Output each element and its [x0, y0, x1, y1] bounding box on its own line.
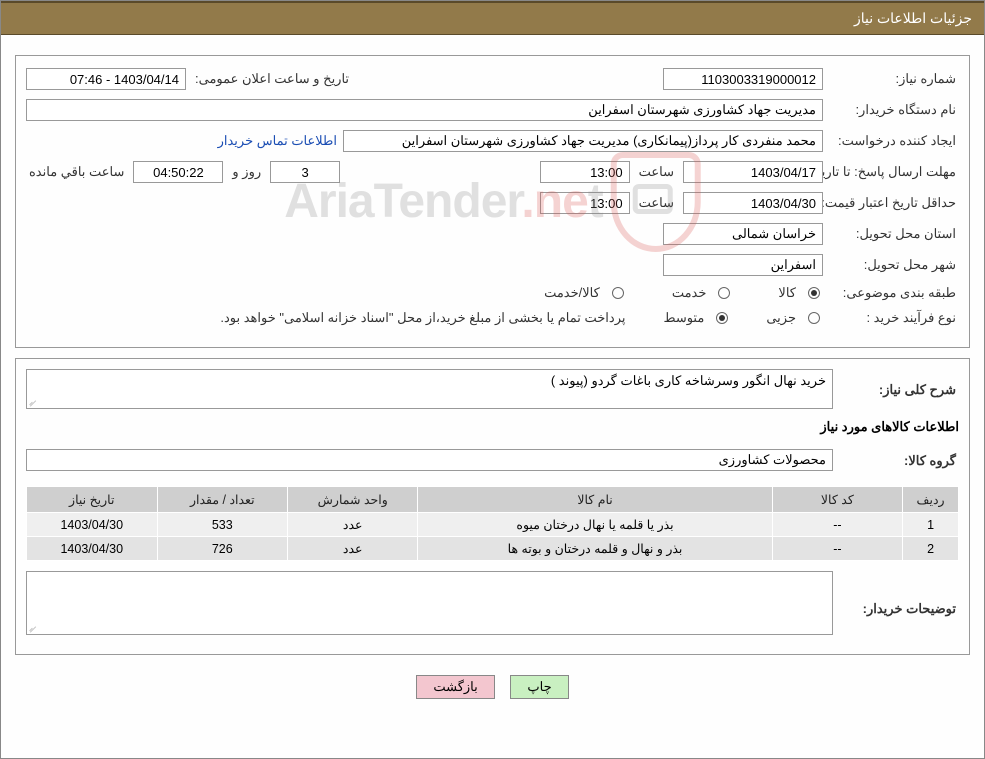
buyer-notes-label: توضیحات خریدار:	[839, 581, 959, 617]
hour-label-2: ساعت	[636, 195, 677, 211]
items-panel: شرح کلی نیاز: خرید نهال انگور وسرشاخه کا…	[15, 358, 970, 655]
days-and-label: روز و	[229, 164, 264, 180]
announce-value: 1403/04/14 - 07:46	[26, 68, 186, 90]
page-title: جزئیات اطلاعات نیاز	[854, 10, 972, 26]
province-label: استان محل تحویل:	[829, 226, 959, 242]
print-button[interactable]: چاپ	[510, 675, 568, 699]
table-cell: --	[772, 537, 902, 561]
table-cell: 726	[157, 537, 287, 561]
radio-service[interactable]	[718, 287, 730, 299]
table-row: 1--بذر یا قلمه یا نهال درختان میوهعدد533…	[27, 513, 959, 537]
validity-time: 13:00	[540, 192, 630, 214]
province-value: خراسان شمالی	[663, 223, 823, 245]
buyer-org-value: مدیریت جهاد کشاورزی شهرستان اسفراین	[26, 99, 823, 121]
table-cell: عدد	[287, 537, 417, 561]
table-cell: 1403/04/30	[27, 537, 158, 561]
validity-date: 1403/04/30	[683, 192, 823, 214]
medium-label: متوسط	[660, 310, 707, 326]
table-header: کد کالا	[772, 487, 902, 513]
resize-handle-icon	[29, 622, 39, 632]
items-info-title: اطلاعات کالاهای مورد نیاز	[26, 419, 959, 435]
table-cell: 1	[903, 513, 959, 537]
goods-group-value: محصولات کشاورزی	[26, 449, 833, 471]
radio-goods-service[interactable]	[612, 287, 624, 299]
table-cell: 2	[903, 537, 959, 561]
table-header: تعداد / مقدار	[157, 487, 287, 513]
general-desc-value: خرید نهال انگور وسرشاخه کاری باغات گردو …	[26, 369, 833, 409]
city-value: اسفراین	[663, 254, 823, 276]
radio-goods[interactable]	[808, 287, 820, 299]
table-header: واحد شمارش	[287, 487, 417, 513]
general-desc-label: شرح کلی نیاز:	[839, 382, 959, 398]
remaining-time: 04:50:22	[133, 161, 223, 183]
buttons-row: چاپ بازگشت	[1, 665, 984, 709]
service-label: خدمت	[669, 285, 710, 301]
table-cell: بذر یا قلمه یا نهال درختان میوه	[418, 513, 772, 537]
hour-label-1: ساعت	[636, 164, 677, 180]
buyer-contact-link[interactable]: اطلاعات تماس خریدار	[218, 133, 337, 149]
radio-minor[interactable]	[808, 312, 820, 324]
payment-note: پرداخت تمام یا بخشی از مبلغ خرید،از محل …	[217, 310, 628, 326]
table-row: 2--بذر و نهال و قلمه درختان و بوته هاعدد…	[27, 537, 959, 561]
requester-label: ایجاد کننده درخواست:	[829, 133, 959, 149]
table-header: تاریخ نیاز	[27, 487, 158, 513]
need-no-label: شماره نیاز:	[829, 71, 959, 87]
items-table: ردیفکد کالانام کالاواحد شمارشتعداد / مقد…	[26, 486, 959, 561]
details-panel: AriaTender.net شماره نیاز: 1103003319000…	[15, 55, 970, 348]
deadline-date: 1403/04/17	[683, 161, 823, 183]
table-cell: عدد	[287, 513, 417, 537]
buyer-notes-value	[26, 571, 833, 635]
table-header: نام کالا	[418, 487, 772, 513]
deadline-label: مهلت ارسال پاسخ: تا تاریخ:	[829, 164, 959, 180]
resize-handle-icon	[29, 396, 39, 406]
remaining-label: ساعت باقي مانده	[26, 164, 127, 180]
remaining-days: 3	[270, 161, 340, 183]
need-no-value: 1103003319000012	[663, 68, 823, 90]
buyer-org-label: نام دستگاه خریدار:	[829, 102, 959, 118]
back-button[interactable]: بازگشت	[416, 675, 494, 699]
table-header: ردیف	[903, 487, 959, 513]
table-cell: بذر و نهال و قلمه درختان و بوته ها	[418, 537, 772, 561]
page-header: جزئیات اطلاعات نیاز	[1, 3, 984, 35]
goods-service-label: کالا/خدمت	[541, 285, 603, 301]
table-cell: --	[772, 513, 902, 537]
purchase-type-label: نوع فرآیند خرید :	[829, 310, 959, 326]
minor-label: جزیی	[763, 310, 799, 326]
radio-medium[interactable]	[716, 312, 728, 324]
subject-class-label: طبقه بندی موضوعی:	[829, 285, 959, 301]
goods-group-label: گروه کالا:	[839, 453, 959, 469]
table-cell: 1403/04/30	[27, 513, 158, 537]
announce-label: تاریخ و ساعت اعلان عمومی:	[192, 71, 352, 87]
deadline-time: 13:00	[540, 161, 630, 183]
city-label: شهر محل تحویل:	[829, 257, 959, 273]
validity-label: حداقل تاریخ اعتبار قیمت: تا تاریخ:	[799, 195, 959, 211]
requester-value: محمد منفردی کار پرداز(پیمانکاری) مدیریت …	[343, 130, 823, 152]
table-cell: 533	[157, 513, 287, 537]
goods-label: کالا	[775, 285, 799, 301]
